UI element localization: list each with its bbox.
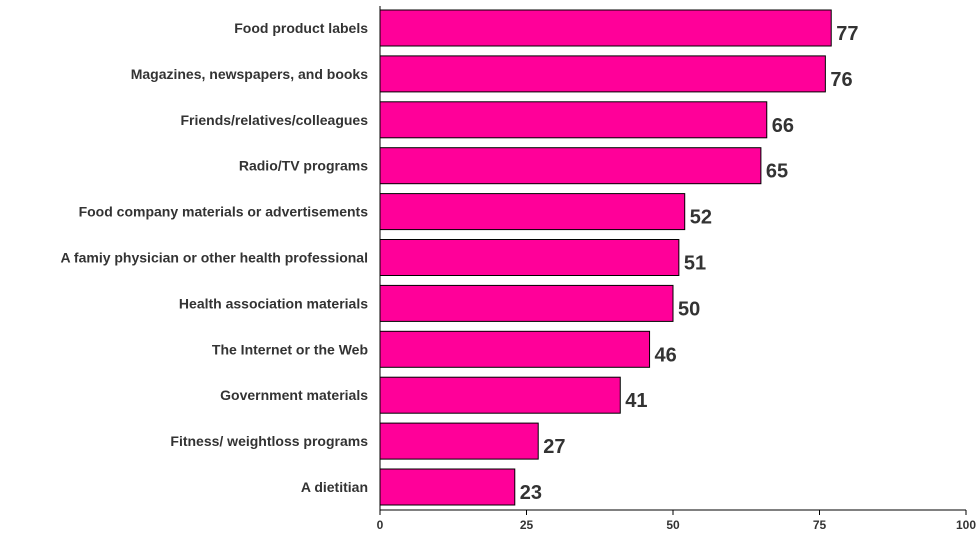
category-label: Government materials [220, 387, 368, 403]
bar-magazines-newspapers-and-books [379, 55, 826, 93]
category-labels-group: Food product labels Magazines, newspapers… [60, 20, 368, 495]
bar-health-association-materials [379, 284, 674, 322]
x-tick-label: 0 [377, 518, 384, 532]
value-label: 51 [684, 253, 706, 275]
category-label: A famiy physician or other health profes… [60, 250, 368, 266]
category-label: Friends/relatives/colleagues [180, 112, 368, 128]
value-label: 27 [543, 436, 565, 458]
bar-government-materials [379, 376, 621, 414]
category-label: Magazines, newspapers, and books [131, 66, 369, 82]
bar-a-famiy-physician-or-other-health-professional [379, 239, 680, 276]
bar-radio-tv-programs [379, 147, 762, 185]
value-label: 77 [836, 23, 858, 45]
x-tick-label: 50 [666, 518, 680, 532]
value-label: 66 [772, 115, 794, 137]
x-tick-label: 75 [813, 518, 827, 532]
value-label: 65 [766, 161, 788, 183]
bar-food-product-labels [379, 9, 832, 47]
category-label: Health association materials [179, 295, 368, 311]
category-label: Fitness/ weightloss programs [170, 433, 368, 449]
value-label: 76 [830, 69, 852, 91]
value-label: 52 [690, 207, 712, 229]
category-label: Food product labels [234, 20, 368, 36]
bar-the-internet-or-the-web [379, 330, 651, 368]
category-label: Radio/TV programs [239, 158, 368, 174]
bar-fitness-weightloss-programs [379, 422, 539, 460]
value-label: 23 [520, 482, 542, 504]
category-label: Food company materials or advertisements [79, 204, 369, 220]
value-labels-group: 77 76 66 65 52 51 50 46 41 27 23 [520, 23, 859, 504]
category-label: The Internet or the Web [212, 341, 368, 357]
value-label: 46 [655, 344, 677, 366]
value-label: 50 [678, 298, 700, 320]
bar-food-company-materials-or-advertisements [379, 193, 686, 231]
bars-group [379, 9, 832, 506]
bar-friends-relatives-colleagues [379, 101, 768, 139]
x-tick-label: 100 [956, 518, 976, 532]
category-label: A dietitian [301, 479, 368, 495]
x-tick-label: 25 [520, 518, 534, 532]
bar-a-dietitian [379, 468, 516, 506]
value-label: 41 [625, 390, 647, 412]
x-axis: 0 25 50 75 100 [377, 6, 976, 532]
